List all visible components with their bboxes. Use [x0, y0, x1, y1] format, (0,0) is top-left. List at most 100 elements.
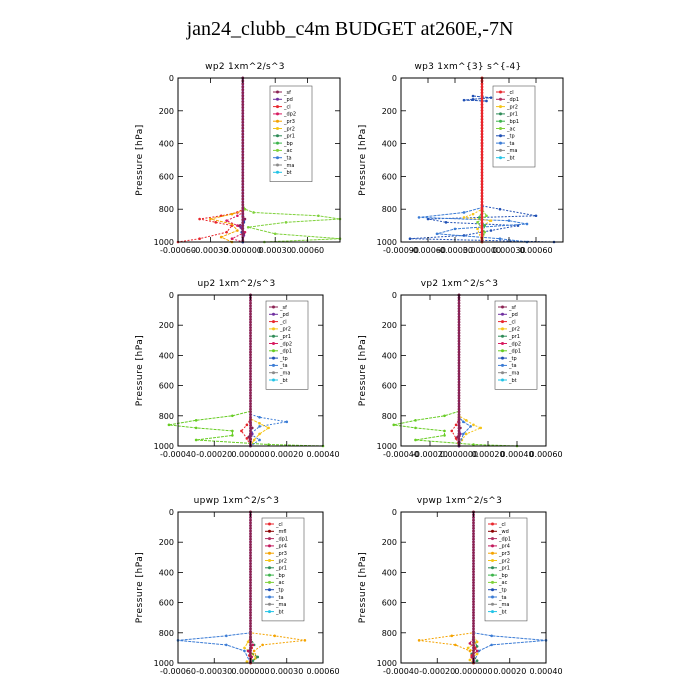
series-point-pr4: [475, 649, 479, 653]
zero-profile-point: [480, 91, 484, 95]
legend-marker: [272, 363, 275, 367]
series-line-ta: [177, 512, 251, 664]
series-point-pr3: [236, 229, 239, 232]
panel-6: vpwp 1xm^2/s^3 Pressure [hPa] 0 200 400 600 80…: [358, 496, 563, 676]
legend-marker: [272, 320, 275, 324]
series-point-pr3: [252, 649, 256, 653]
legend-marker: [268, 610, 271, 614]
x-tick-label: 0.00020: [493, 667, 526, 676]
zero-profile-point: [249, 548, 252, 552]
legend-marker: [501, 378, 504, 382]
zero-profile-point: [249, 526, 252, 530]
y-axis-label: Pressure [hPa]: [135, 124, 145, 196]
series-point-pr3: [209, 217, 212, 221]
zero-profile-point: [457, 323, 461, 327]
zero-profile-point: [249, 543, 252, 547]
legend-marker: [491, 580, 494, 584]
legend-entry: _pr2: [498, 558, 510, 564]
zero-profile-point: [249, 622, 252, 625]
zero-profile-point: [241, 174, 245, 177]
series-point-pr2: [464, 419, 468, 422]
zero-profile-point: [241, 224, 245, 228]
zero-profile-point: [249, 418, 252, 422]
zero-profile-point: [457, 315, 461, 319]
series-point-dp2: [225, 219, 228, 222]
series-point-pr2: [252, 438, 256, 442]
x-tick-label: -0.00060: [410, 246, 446, 255]
zero-profile-point: [249, 361, 252, 365]
legend-entry: _ac: [275, 580, 285, 586]
y-tick-label: 1000: [154, 238, 174, 247]
zero-profile-point: [249, 654, 252, 658]
zero-profile-point: [457, 391, 461, 395]
y-tick-label: 600: [159, 382, 174, 391]
legend-entry: _dp1: [508, 349, 521, 355]
zero-profile-point: [457, 377, 461, 381]
legend-marker: [276, 105, 279, 109]
legend-entry: _bt: [508, 378, 517, 384]
series-point-tp: [408, 237, 412, 241]
zero-profile-point: [457, 405, 461, 408]
panel-title: up2 1xm^2/s^3: [198, 279, 276, 289]
zero-profile-point: [457, 413, 461, 416]
y-tick-label: 200: [382, 107, 397, 116]
x-tick-label: -0.00040: [383, 450, 419, 459]
zero-profile-point: [249, 556, 252, 560]
x-tick-label: -0.00030: [192, 246, 228, 255]
series-point-dp1: [414, 419, 417, 422]
series-point-ac: [273, 232, 277, 236]
zero-profile-point: [472, 611, 475, 614]
legend-entry: _bp: [275, 573, 285, 579]
zero-profile-point: [472, 543, 475, 547]
zero-profile-point: [241, 179, 245, 183]
zero-profile-point: [241, 162, 245, 166]
legend-marker: [499, 119, 502, 123]
zero-profile-point: [249, 537, 252, 541]
series-point-ta: [285, 420, 289, 424]
zero-profile-point: [241, 168, 245, 171]
zero-profile-point: [249, 318, 252, 321]
series-point-pr2: [245, 660, 249, 663]
series-point-ta: [462, 211, 466, 214]
zero-profile-point: [249, 592, 252, 595]
legend-entry: _dp1: [498, 536, 511, 542]
legend-entry: _cl: [283, 104, 291, 110]
zero-profile-point: [241, 221, 245, 225]
series-line-ta: [418, 78, 528, 243]
legend-marker: [499, 134, 502, 138]
series-line-pr2: [458, 295, 483, 447]
series-point-dp1: [194, 438, 198, 442]
y-tick-label: 200: [159, 107, 174, 116]
zero-profile-point: [249, 619, 252, 623]
zero-profile-point: [457, 399, 461, 403]
zero-profile-point: [241, 109, 245, 112]
series-point-pr1: [475, 659, 479, 663]
series-point-ta: [507, 219, 511, 222]
legend-entry: _pd: [279, 312, 289, 318]
legend-marker: [272, 312, 275, 316]
legend-marker: [276, 90, 279, 94]
zero-profile-point: [480, 185, 484, 189]
zero-profile-point: [249, 611, 252, 614]
legend-entry: _bt: [498, 609, 507, 615]
legend-marker: [276, 134, 279, 138]
legend-entry: _ma: [275, 602, 286, 608]
legend-entry: _ta: [508, 363, 517, 369]
zero-profile-point: [472, 516, 475, 519]
legend-marker: [268, 522, 271, 526]
series-point-ta: [258, 425, 261, 428]
zero-profile-point: [457, 424, 461, 427]
zero-profile-point: [249, 413, 252, 416]
zero-profile-point: [241, 106, 245, 109]
zero-profile-point: [457, 345, 461, 349]
x-tick-label: 0.000000: [463, 246, 501, 255]
series-point-ac: [476, 221, 479, 224]
zero-profile-point: [249, 521, 252, 525]
zero-profile-point: [472, 641, 475, 644]
zero-profile-point: [241, 194, 245, 198]
legend-marker: [501, 320, 504, 324]
series-point-dp1: [443, 434, 446, 437]
zero-profile-point: [472, 589, 475, 593]
zero-profile-point: [457, 318, 461, 321]
zero-profile-point: [241, 100, 245, 104]
